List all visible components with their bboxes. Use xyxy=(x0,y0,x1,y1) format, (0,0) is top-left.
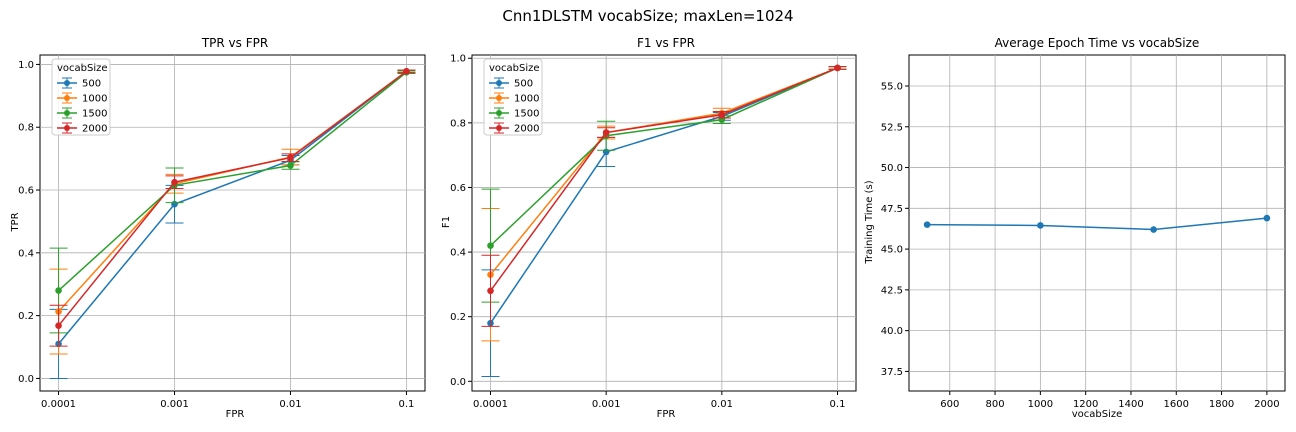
y-tick-label: 0.6 xyxy=(450,183,466,194)
data-marks xyxy=(481,64,847,377)
x-tick-label: 1000 xyxy=(1028,399,1053,410)
axis-ticks: 600 800 1000 1200 1400 1600 1800 2000 37.5 40.0 42… xyxy=(881,54,1286,410)
x-axis-label: FPR xyxy=(657,409,676,420)
data-point xyxy=(718,111,726,119)
panel-title: Average Epoch Time vs vocabSize xyxy=(995,36,1200,50)
data-point xyxy=(287,154,294,161)
data-marks xyxy=(49,68,416,379)
y-tick-label: 0.2 xyxy=(450,312,466,323)
series-line xyxy=(927,217,1267,231)
y-tick-label: 50.0 xyxy=(881,163,903,174)
series-line xyxy=(58,71,407,292)
data-point xyxy=(487,287,494,295)
legend-marker xyxy=(496,80,502,86)
x-tick-label: 2000 xyxy=(1254,399,1279,410)
x-tick-label: 600 xyxy=(940,399,959,410)
x-tick-label: 0.001 xyxy=(592,399,621,410)
legend-label: 1000 xyxy=(514,94,539,105)
x-axis-label: vocabSize xyxy=(1072,409,1123,420)
y-axis-label: Training Time (s) xyxy=(864,180,875,264)
data-point xyxy=(1150,226,1157,233)
x-tick-label: 0.0001 xyxy=(473,399,508,410)
data-point xyxy=(287,162,294,169)
x-tick-label: 0.01 xyxy=(711,399,733,410)
y-tick-label: 0.4 xyxy=(450,248,466,259)
data-marks xyxy=(923,214,1271,233)
y-tick-label: 0.4 xyxy=(18,248,34,259)
panel-title: F1 vs FPR xyxy=(637,36,695,50)
legend-marker xyxy=(64,110,70,116)
legend-label: 500 xyxy=(514,79,533,90)
legend-label: 1000 xyxy=(82,94,107,105)
y-tick-label: 40.0 xyxy=(881,326,903,337)
y-tick-label: 1.0 xyxy=(18,60,34,71)
legend-label: 500 xyxy=(82,79,101,90)
legend-label: 2000 xyxy=(514,124,539,135)
y-tick-label: 37.5 xyxy=(881,367,903,378)
data-point xyxy=(55,287,62,294)
data-point xyxy=(1037,222,1044,229)
series-line xyxy=(489,67,838,292)
x-tick-label: 0.0001 xyxy=(41,399,76,410)
x-tick-label: 0.001 xyxy=(160,399,189,410)
legend-label: 1500 xyxy=(514,109,539,120)
y-tick-label: 55.0 xyxy=(881,81,903,92)
y-axis-label: F1 xyxy=(441,216,452,228)
x-tick-label: 1200 xyxy=(1073,399,1098,410)
data-point xyxy=(923,221,931,228)
panel-tpr-vs-fpr: TPR vs FPR FPR TPR 0.0001 0.001 0.01 0.1 0.0… xyxy=(10,36,426,420)
y-tick-label: 0.0 xyxy=(450,377,466,388)
x-tick-label: 0.1 xyxy=(398,399,414,410)
figure-title: Cnn1DLSTM vocabSize; maxLen=1024 xyxy=(502,7,793,25)
x-tick-label: 0.01 xyxy=(279,399,301,410)
x-tick-label: 1400 xyxy=(1118,399,1143,410)
data-point xyxy=(171,178,178,186)
legend-marker xyxy=(64,80,70,86)
legend-marker xyxy=(496,110,502,116)
plot-frame xyxy=(908,54,1286,392)
legend-marker xyxy=(64,125,70,131)
data-point xyxy=(403,68,410,75)
panel-f1-vs-fpr: F1 vs FPR FPR F1 0.0001 0.001 0.01 0.1 0.0 0.… xyxy=(441,36,857,420)
data-point xyxy=(834,64,841,72)
legend-title: vocabSize xyxy=(57,63,108,74)
legend-title: vocabSize xyxy=(489,63,540,74)
data-point xyxy=(487,242,494,249)
x-tick-label: 1600 xyxy=(1164,399,1189,410)
panel-epoch-time: Average Epoch Time vs vocabSize vocabSiz… xyxy=(864,36,1286,420)
y-tick-label: 1.0 xyxy=(450,54,466,65)
legend: vocabSize 500 1000 1500 2000 xyxy=(51,58,111,136)
y-tick-label: 52.5 xyxy=(881,122,903,133)
legend-label: 2000 xyxy=(82,124,107,135)
x-tick-label: 800 xyxy=(986,399,1005,410)
data-point xyxy=(1263,214,1271,222)
legend-marker xyxy=(496,95,502,101)
legend-marker xyxy=(64,95,70,101)
series-line xyxy=(57,70,407,345)
x-tick-label: 0.1 xyxy=(830,399,846,410)
y-tick-label: 0.8 xyxy=(450,118,466,129)
x-axis-label: FPR xyxy=(226,409,245,420)
legend-label: 1500 xyxy=(82,109,107,120)
y-tick-label: 47.5 xyxy=(881,204,903,215)
y-tick-label: 0.6 xyxy=(18,186,34,197)
x-tick-label: 1800 xyxy=(1209,399,1234,410)
y-tick-label: 45.0 xyxy=(881,245,903,256)
legend: vocabSize 500 1000 1500 2000 xyxy=(483,58,543,136)
series-line xyxy=(489,67,838,247)
y-tick-label: 0.8 xyxy=(18,123,34,134)
series-line xyxy=(57,70,407,327)
y-tick-label: 0.2 xyxy=(18,311,34,322)
legend-marker xyxy=(496,125,502,131)
data-point xyxy=(55,322,62,329)
data-point xyxy=(602,129,610,136)
y-tick-label: 42.5 xyxy=(881,285,903,296)
y-tick-label: 0.0 xyxy=(18,374,34,385)
y-axis-label: TPR xyxy=(10,212,21,232)
panel-title: TPR vs FPR xyxy=(201,36,268,50)
